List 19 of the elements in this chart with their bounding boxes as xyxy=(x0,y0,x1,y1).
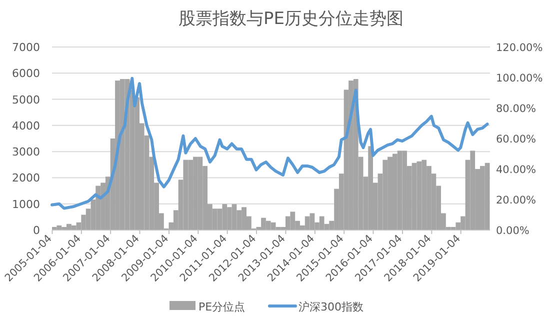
y2-tick-label: 60.00% xyxy=(496,134,536,146)
legend-label: 沪深300指数 xyxy=(298,300,364,314)
y2-tick-label: 20.00% xyxy=(496,194,536,206)
chart-title: 股票指数与PE历史分位走势图 xyxy=(178,9,404,29)
y-tick-label: 1000 xyxy=(12,198,40,211)
y-tick-label: 4000 xyxy=(12,119,40,132)
y-tick-label: 0 xyxy=(33,224,40,237)
y2-tick-label: 100.00% xyxy=(496,72,543,84)
y-tick-label: 2000 xyxy=(12,172,40,185)
y2-tick-label: 120.00% xyxy=(496,42,543,54)
y2-tick-label: 40.00% xyxy=(496,164,536,176)
y-tick-label: 7000 xyxy=(12,41,40,54)
y2-tick-label: 0.00% xyxy=(496,225,530,237)
legend-label: PE分位点 xyxy=(198,300,246,314)
y2-tick-label: 80.00% xyxy=(496,103,536,115)
y-tick-label: 3000 xyxy=(12,146,40,159)
y-tick-label: 5000 xyxy=(12,93,40,106)
y-tick-label: 6000 xyxy=(12,67,40,80)
line-series xyxy=(50,76,489,210)
